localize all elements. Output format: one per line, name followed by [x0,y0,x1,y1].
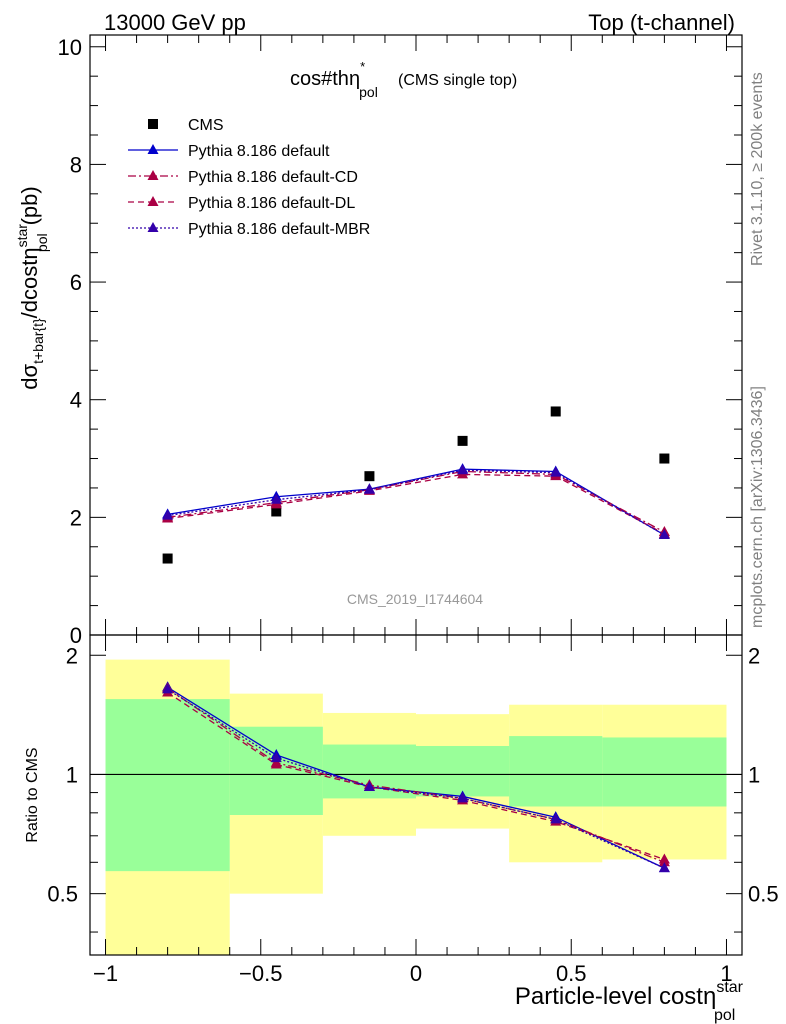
series-marker [363,483,375,494]
main-y-tick-label: 6 [70,270,82,295]
main-y-tick-label: 2 [70,505,82,530]
process-label: Top (t-channel) [588,10,735,35]
legend-label: Pythia 8.186 default-CD [188,169,358,186]
analysis-id: CMS_2019_I1744604 [347,591,483,607]
xlabel-main: Particle-level costη [515,983,716,1010]
x-tick-label: −1 [93,961,118,986]
main-title: cos#thη* pol [290,59,378,100]
cms-data-point [271,506,282,517]
main-y-tick-label: 4 [70,388,82,413]
series-marker [270,758,282,769]
series-marker [162,509,174,520]
series-line [167,473,665,535]
ylabel-unit: (pb) [17,186,42,225]
title-eta: η [349,68,360,90]
series-line [167,688,665,869]
series-marker [270,493,282,504]
series-line [167,470,665,533]
title-sub: pol [359,84,378,100]
mcplots-label: mcplots.cern.ch [arXiv:1306.3436] [749,386,766,628]
ylabel-sup: star [14,224,30,248]
series-marker [457,464,469,475]
ylabel-sub1: t+bar{t} [30,318,46,364]
legend: CMS Pythia 8.186 default Pythia 8.186 defa… [128,117,370,238]
ratio-y-tick-label-right: 0.5 [748,882,779,907]
title-sup: * [360,59,365,74]
legend-label: Pythia 8.186 default-DL [188,195,355,212]
series-marker [658,853,670,864]
ylabel-sub2: pol [34,233,50,252]
ratio-y-tick-label: 2 [66,643,78,668]
main-y-tick-label: 8 [70,152,82,177]
band-inner-bin [602,737,727,807]
x-tick-label: −0.5 [239,961,282,986]
ratio-y-tick-label: 0.5 [47,882,78,907]
cms-data-point [659,453,670,464]
x-tick-label: 0.5 [556,961,587,986]
cms-data-point [457,435,468,446]
cms-data-point [550,406,561,417]
title-note: (CMS single top) [398,72,517,89]
ratio-series [162,681,670,873]
x-tick-label: 0 [410,961,422,986]
legend-label: Pythia 8.186 default-MBR [188,221,370,238]
series-line [167,687,665,863]
series-line [167,469,665,536]
cms-data-point [364,471,375,482]
legend-marker [147,196,159,206]
legend-marker [147,222,159,232]
series-line [167,692,665,861]
main-series [162,406,670,564]
legend-marker [147,170,159,180]
xlabel-sub: pol [714,1007,735,1024]
main-ylabel: dσt+bar{t}/dcostηstar pol (pb) [14,186,50,389]
band-inner-bin [416,745,510,797]
legend-marker [147,144,159,154]
band-inner-bin [509,736,603,807]
legend-label: Pythia 8.186 default [188,143,330,160]
cms-data-point [162,553,173,564]
legend-marker [148,119,158,129]
xlabel-sup: star [716,979,743,996]
ratio-ylabel: Ratio to CMS [24,747,41,842]
series-marker [658,529,670,539]
band-inner-bin [105,699,230,872]
rivet-label: Rivet 3.1.10, ≥ 200k events [749,72,766,266]
series-line [167,468,665,536]
series-marker [363,780,375,791]
ylabel-main: dσ [17,363,42,389]
x-tick-label: 1 [720,961,732,986]
energy-label: 13000 GeV pp [104,10,246,35]
ratio-bands [90,659,742,955]
main-y-tick-label: 0 [70,623,82,648]
series-marker [162,683,174,694]
series-marker [270,752,282,763]
ratio-y-tick-label-right: 2 [748,643,760,668]
main-y-tick-label: 10 [58,35,82,60]
ratio-y-tick-label: 1 [66,762,78,787]
series-marker [550,466,562,477]
ratio-y-tick-label-right: 1 [748,762,760,787]
legend-label: CMS [188,117,224,134]
ratio-xlabel: Particle-level costηstar [515,979,744,1010]
title-main: cos#th [290,68,349,90]
series-marker [658,862,670,873]
series-marker [550,813,562,824]
series-marker [457,792,469,803]
ylabel-mid: /dcostη [17,247,42,318]
